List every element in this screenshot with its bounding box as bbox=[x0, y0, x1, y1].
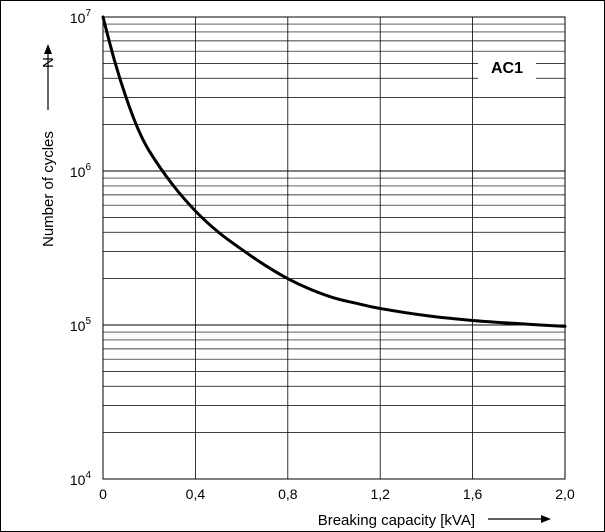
x-tick-label: 2,0 bbox=[555, 486, 575, 502]
x-axis-title: Breaking capacity [kVA] bbox=[318, 512, 475, 529]
y-tick-label: 107 bbox=[70, 8, 92, 26]
x-tick-labels: 0 0,4 0,8 1,2 1,6 2,0 bbox=[99, 486, 575, 502]
x-tick-label: 0,8 bbox=[278, 486, 298, 502]
y-tick-label: 104 bbox=[70, 470, 92, 488]
y-axis-title: Number of cycles bbox=[40, 131, 57, 247]
x-axis-arrow bbox=[488, 515, 551, 523]
x-tick-label: 0 bbox=[99, 486, 107, 502]
y-tick-label: 106 bbox=[70, 162, 92, 180]
grid-lines bbox=[103, 17, 565, 479]
x-tick-label: 1,6 bbox=[463, 486, 483, 502]
cycles-curve bbox=[101, 15, 567, 328]
plot-border bbox=[102, 16, 566, 480]
y-axis-symbol: N bbox=[40, 57, 57, 68]
y-tick-labels: 104 105 106 107 bbox=[70, 8, 92, 488]
y-axis-arrow bbox=[44, 44, 52, 110]
curve-layer bbox=[101, 15, 567, 328]
x-tick-label: 0,4 bbox=[186, 486, 206, 502]
annotation-label: AC1 bbox=[491, 60, 523, 77]
x-tick-label: 1,2 bbox=[370, 486, 390, 502]
y-tick-label: 105 bbox=[70, 316, 92, 334]
annotation-background bbox=[478, 55, 536, 79]
